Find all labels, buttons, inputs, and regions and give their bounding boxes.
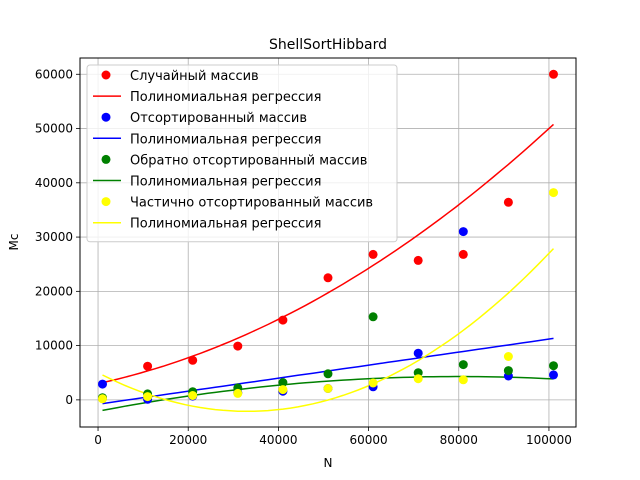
data-point-series-3	[368, 312, 378, 322]
x-tick-label: 20000	[169, 433, 207, 447]
data-point-series-2	[549, 370, 558, 380]
data-point-series-4	[188, 391, 198, 400]
data-point-series-4	[413, 374, 423, 384]
data-point-series-1	[368, 249, 378, 259]
data-point-series-4	[368, 378, 378, 388]
y-tick-label: 30000	[35, 230, 73, 244]
x-axis-ticks: 0 20000 40000 60000 80000 100000	[94, 427, 572, 447]
chart-title: ShellSortHibbard	[269, 37, 387, 53]
data-point-series-1	[503, 197, 513, 207]
data-point-series-4	[233, 388, 243, 398]
data-point-series-4	[503, 352, 513, 361]
data-point-series-3	[323, 369, 333, 379]
data-point-series-4	[458, 375, 468, 385]
legend-label-regression-1: Полиномиальная регрессия	[130, 90, 321, 105]
data-point-series-1	[323, 273, 333, 283]
x-tick-label: 60000	[349, 433, 387, 447]
data-point-series-4	[323, 384, 333, 393]
y-axis-ticks: 0 10000 20000 30000 40000 50000 60000	[35, 67, 80, 407]
regression-line-series-3	[102, 375, 554, 412]
legend-label-series-3: Обратно отсортированный массив	[130, 153, 367, 168]
legend-label-series-2: Отсортированный массив	[130, 111, 307, 126]
data-point-series-4	[98, 394, 107, 404]
data-point-series-3	[278, 378, 288, 387]
data-point-series-4	[143, 392, 153, 402]
data-point-series-2	[458, 227, 468, 237]
y-axis-label: Мс	[7, 234, 21, 251]
y-tick-label: 40000	[35, 176, 73, 190]
data-point-series-3	[503, 366, 513, 376]
data-point-series-1	[549, 69, 558, 79]
data-point-series-1	[458, 249, 468, 259]
data-point-series-1	[278, 315, 288, 325]
data-point-series-1	[413, 255, 423, 265]
regression-line-series-1	[102, 123, 555, 384]
scatter-points	[98, 69, 558, 404]
legend-box	[86, 64, 398, 243]
x-tick-label: 80000	[440, 433, 478, 447]
legend: Случайный массив Полиномиальная регрессия…	[86, 64, 398, 243]
legend-marker-series-2	[101, 112, 111, 122]
data-point-series-1	[188, 355, 198, 365]
data-point-series-2	[413, 348, 423, 358]
data-point-series-3	[549, 361, 558, 371]
data-point-series-1	[233, 341, 243, 351]
legend-label-regression-2: Полиномиальная регрессия	[130, 132, 321, 147]
plot-frame	[79, 57, 577, 428]
data-point-series-4	[278, 385, 288, 395]
legend-marker-series-1	[101, 70, 111, 80]
data-point-series-1	[143, 361, 153, 371]
y-tick-label: 20000	[35, 284, 73, 298]
y-tick-label: 60000	[35, 67, 73, 81]
y-tick-label: 0	[65, 393, 73, 407]
y-tick-label: 10000	[35, 339, 73, 353]
legend-label-regression-3: Полиномиальная регрессия	[130, 175, 321, 190]
x-tick-label: 100000	[526, 433, 572, 447]
legend-label-series-4: Частично отсортированный массив	[130, 196, 373, 211]
regression-line-series-4	[102, 248, 555, 413]
legend-marker-series-4	[101, 197, 111, 207]
legend-marker-series-3	[101, 154, 111, 164]
x-tick-label: 40000	[259, 433, 297, 447]
y-tick-label: 50000	[35, 122, 73, 136]
data-point-series-4	[549, 188, 558, 198]
x-tick-label: 0	[94, 433, 102, 447]
x-axis-label: N	[324, 456, 333, 470]
legend-label-series-1: Случайный массив	[130, 69, 259, 84]
legend-label-regression-4: Полиномиальная регрессия	[130, 217, 321, 232]
data-point-series-3	[458, 360, 468, 370]
data-point-series-2	[98, 379, 107, 389]
